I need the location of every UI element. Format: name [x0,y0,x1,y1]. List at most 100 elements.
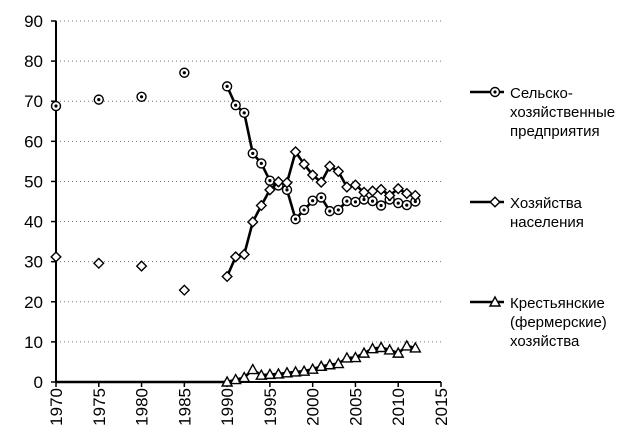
circle-marker-dot [302,208,306,212]
y-axis-ticks: 0 10 20 30 40 50 60 70 80 90 [24,12,56,392]
series-circle [50,67,421,225]
y-tick-label: 30 [24,253,43,272]
circle-marker-dot [396,201,400,205]
x-tick-label: 2005 [346,388,365,426]
legend-item: Хозяйства населения [470,195,584,231]
x-tick-label: 1970 [47,388,66,426]
series-diamond [50,145,422,296]
diamond-marker [349,179,362,191]
triangle-marker [280,366,294,378]
circle-marker-dot [293,217,298,221]
x-tick-label: 1990 [218,388,237,426]
diamond-marker [272,176,285,188]
circle-marker-dot [139,95,144,99]
y-tick-label: 50 [24,172,43,191]
triangle-marker [488,295,502,307]
triangle-marker [392,346,405,358]
triangle-marker [409,341,422,353]
diamond-marker [409,189,422,202]
circle-marker-dot [285,188,289,192]
x-tick-label: 2010 [389,388,408,426]
triangle-marker [332,357,345,369]
x-tick-label: 1995 [261,388,280,426]
circle-marker-dot [311,199,315,203]
circle-marker-dot [345,199,349,203]
legend-label: Хозяйства [510,195,583,212]
diamond-marker [229,251,242,263]
circle-marker-dot [336,208,340,212]
y-tick-label: 10 [24,333,43,352]
diamond-marker [332,165,345,178]
diamond-marker [306,169,319,181]
diamond-marker [298,158,310,170]
series-line [225,150,416,278]
y-tick-label: 0 [34,373,43,392]
triangle-marker [246,363,259,375]
series-triangle [56,339,422,387]
circle-marker-dot [225,84,229,88]
circle-marker-dot [379,203,383,208]
diamond-marker [375,183,387,196]
triangle-marker [263,367,277,380]
y-tick-label: 40 [24,213,43,232]
triangle-marker [238,371,251,383]
x-tick-label: 1985 [175,388,194,426]
circle-marker-dot [234,103,238,107]
circle-marker-dot [405,203,409,207]
diamond-marker [246,216,259,228]
gridlines [56,20,441,343]
triangle-marker [383,343,396,355]
x-tick-label: 1975 [90,388,109,426]
legend-label: предприятия [510,123,600,140]
circle-marker-dot [182,71,186,75]
circle-marker-dot [319,195,323,200]
triangle-marker [229,373,242,385]
legend-label: Сельско- [510,85,573,102]
legend-label: (фермерские) [510,314,607,331]
legend-label: хозяйственные [510,104,615,121]
circle-marker-dot [251,151,255,155]
diamond-marker [366,185,379,197]
diamond-marker [341,181,353,193]
circle-marker-dot [353,200,358,204]
diamond-marker [178,284,191,296]
legend: Сельско-хозяйственные предприятия Хозяйств… [470,85,615,350]
triangle-marker [400,339,413,351]
legend-label: хозяйства [510,333,580,350]
legend-item: Крестьянские (фермерские) хозяйства [470,295,607,350]
triangle-marker [357,346,371,358]
y-tick-label: 80 [24,52,43,71]
x-tick-label: 1980 [133,388,152,426]
x-axis-ticks: 1970 1975 1980 1985 1990 1995 2000 2005 2010 2015 [47,382,451,426]
y-tick-label: 70 [24,92,43,111]
y-tick-label: 20 [24,293,43,312]
triangle-marker [289,365,302,377]
triangle-marker [220,375,234,387]
triangle-marker [255,368,268,380]
circle-marker-dot [370,199,375,203]
diamond-marker [289,145,302,158]
circle-marker-dot [413,199,417,204]
circle-marker-dot [259,161,263,165]
triangle-marker [349,351,362,363]
circle-marker-dot [493,90,497,94]
legend-label: населения [510,214,584,231]
circle-marker-dot [97,98,101,102]
triangle-marker [340,351,354,363]
y-tick-label: 90 [24,12,43,31]
triangle-marker [374,341,388,353]
triangle-marker [297,364,311,376]
diamond-marker [323,160,336,172]
legend-item: Сельско-хозяйственные предприятия [470,85,615,140]
diamond-marker [255,199,268,212]
diamond-marker [315,176,328,189]
circle-marker-dot [362,197,366,202]
triangle-marker [315,359,328,372]
diamond-marker [50,251,62,263]
diamond-marker [238,248,251,261]
legend-label: Крестьянские [510,295,605,312]
diamond-marker [281,176,293,189]
diamond-marker [264,184,276,196]
diamond-marker [383,189,396,202]
